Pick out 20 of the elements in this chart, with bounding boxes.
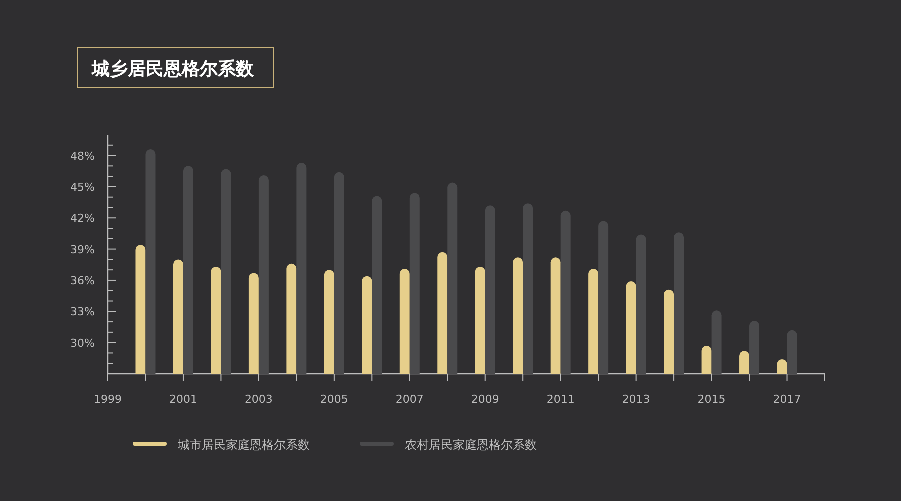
y-tick-label: 48% [70,150,95,163]
x-tick-label: 2009 [471,393,500,406]
x-tick-label: 2005 [320,393,348,406]
x-tick-label: 2001 [169,393,198,406]
chart-title: 城乡居民恩格尔系数 [91,59,255,80]
legend-label: 城市居民家庭恩格尔系数 [177,438,310,452]
y-tick-label: 39% [70,243,95,256]
x-tick-label: 2007 [396,393,424,406]
x-tick-label: 2011 [546,393,575,406]
x-tick-label: 1999 [94,393,122,406]
y-tick-label: 36% [70,274,95,288]
legend-label: 农村居民家庭恩格尔系数 [405,438,537,452]
x-tick-label: 2017 [773,393,802,406]
y-tick-label: 30% [70,336,95,350]
y-tick-label: 45% [70,180,95,194]
x-tick-label: 2015 [698,393,726,406]
x-tick-label: 2013 [622,393,650,406]
x-tick-label: 2003 [244,393,273,406]
y-tick-label: 42% [70,212,95,226]
y-tick-label: 33% [70,306,95,319]
